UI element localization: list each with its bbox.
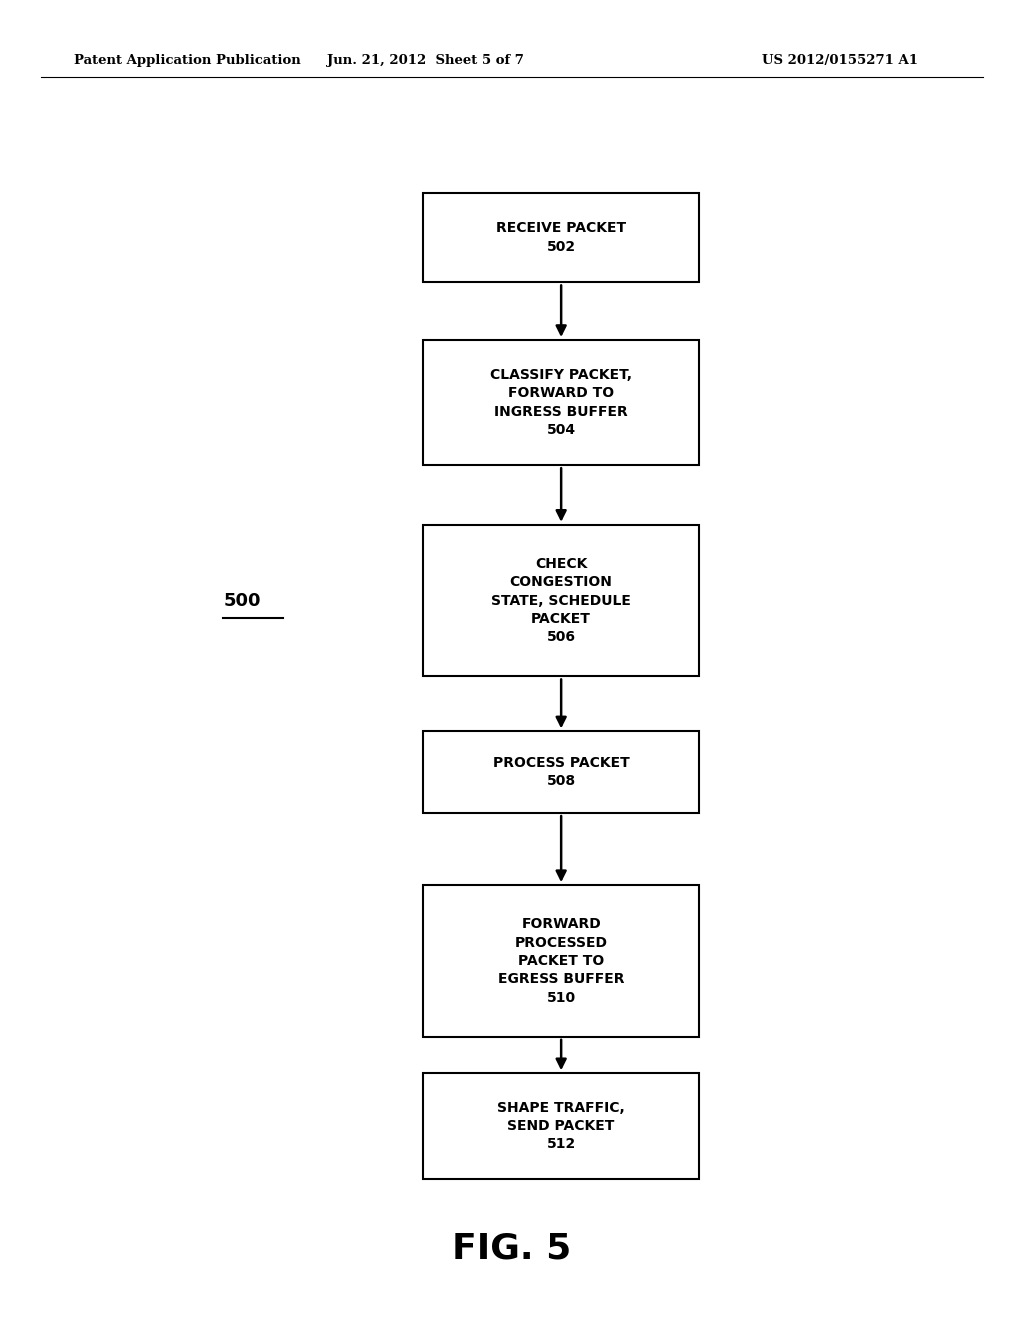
- Text: FORWARD
PROCESSED
PACKET TO
EGRESS BUFFER
510: FORWARD PROCESSED PACKET TO EGRESS BUFFE…: [498, 917, 625, 1005]
- Text: Patent Application Publication: Patent Application Publication: [74, 54, 300, 67]
- Text: Jun. 21, 2012  Sheet 5 of 7: Jun. 21, 2012 Sheet 5 of 7: [327, 54, 523, 67]
- FancyBboxPatch shape: [423, 193, 699, 282]
- Text: FIG. 5: FIG. 5: [453, 1232, 571, 1266]
- FancyBboxPatch shape: [423, 884, 699, 1038]
- Text: US 2012/0155271 A1: US 2012/0155271 A1: [762, 54, 918, 67]
- Text: PROCESS PACKET
508: PROCESS PACKET 508: [493, 756, 630, 788]
- Text: CHECK
CONGESTION
STATE, SCHEDULE
PACKET
506: CHECK CONGESTION STATE, SCHEDULE PACKET …: [492, 557, 631, 644]
- FancyBboxPatch shape: [423, 1073, 699, 1179]
- FancyBboxPatch shape: [423, 524, 699, 676]
- Text: CLASSIFY PACKET,
FORWARD TO
INGRESS BUFFER
504: CLASSIFY PACKET, FORWARD TO INGRESS BUFF…: [490, 368, 632, 437]
- Text: SHAPE TRAFFIC,
SEND PACKET
512: SHAPE TRAFFIC, SEND PACKET 512: [498, 1101, 625, 1151]
- Text: RECEIVE PACKET
502: RECEIVE PACKET 502: [496, 222, 627, 253]
- FancyBboxPatch shape: [423, 341, 699, 466]
- Text: 500: 500: [223, 591, 261, 610]
- FancyBboxPatch shape: [423, 731, 699, 813]
